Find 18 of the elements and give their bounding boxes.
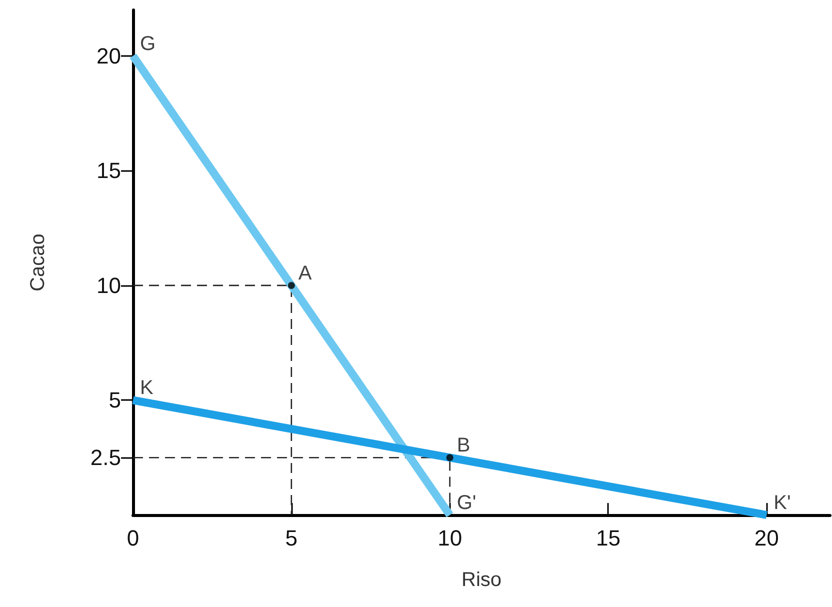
y-axis-title: Cacao: [27, 234, 49, 292]
x-tick-label: 5: [285, 526, 298, 550]
y-tick-label: 15: [96, 158, 121, 184]
x-tick-label: 15: [596, 526, 620, 550]
annotation: G': [456, 492, 476, 514]
x-tick-label: 20: [754, 526, 779, 550]
y-tick-label: 2.5: [90, 445, 121, 470]
y-tick-label: 20: [96, 43, 121, 68]
y-tick-label: 5: [108, 388, 121, 413]
annotation: A: [298, 262, 312, 284]
x-tick-label: 10: [438, 526, 462, 550]
annotation: K: [140, 377, 154, 400]
x-axis-title: Riso: [461, 569, 502, 591]
x-tick-label: 0: [126, 526, 140, 550]
annotation: B: [456, 434, 470, 457]
annotation: K': [774, 492, 791, 514]
annotation: G: [140, 32, 156, 55]
y-tick-label: 10: [96, 272, 121, 298]
